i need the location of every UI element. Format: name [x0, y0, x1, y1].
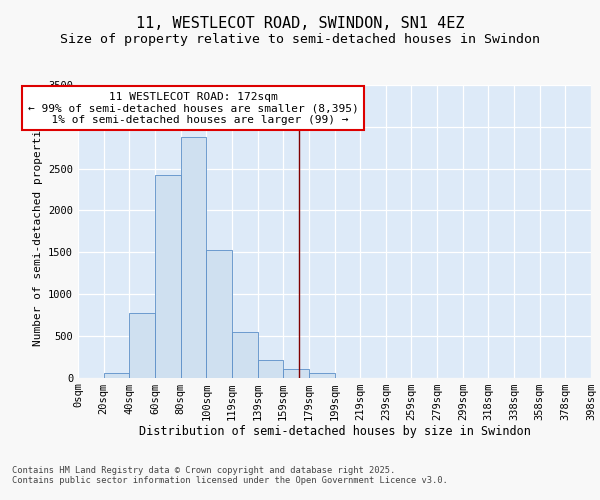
Bar [232, 332, 257, 378]
Bar [130, 313, 155, 378]
Text: Size of property relative to semi-detached houses in Swindon: Size of property relative to semi-detach… [60, 34, 540, 46]
Text: 11 WESTLECOT ROAD: 172sqm
← 99% of semi-detached houses are smaller (8,395)
  1%: 11 WESTLECOT ROAD: 172sqm ← 99% of semi-… [28, 92, 359, 125]
Bar [257, 360, 283, 378]
Text: 11, WESTLECOT ROAD, SWINDON, SN1 4EZ: 11, WESTLECOT ROAD, SWINDON, SN1 4EZ [136, 16, 464, 32]
Bar [309, 374, 335, 378]
Y-axis label: Number of semi-detached properties: Number of semi-detached properties [32, 116, 43, 346]
Bar [155, 176, 181, 378]
X-axis label: Distribution of semi-detached houses by size in Swindon: Distribution of semi-detached houses by … [139, 426, 530, 438]
Bar [181, 137, 206, 378]
Bar [206, 250, 232, 378]
Bar [283, 369, 309, 378]
Bar [104, 374, 130, 378]
Text: Contains HM Land Registry data © Crown copyright and database right 2025.
Contai: Contains HM Land Registry data © Crown c… [12, 466, 448, 485]
